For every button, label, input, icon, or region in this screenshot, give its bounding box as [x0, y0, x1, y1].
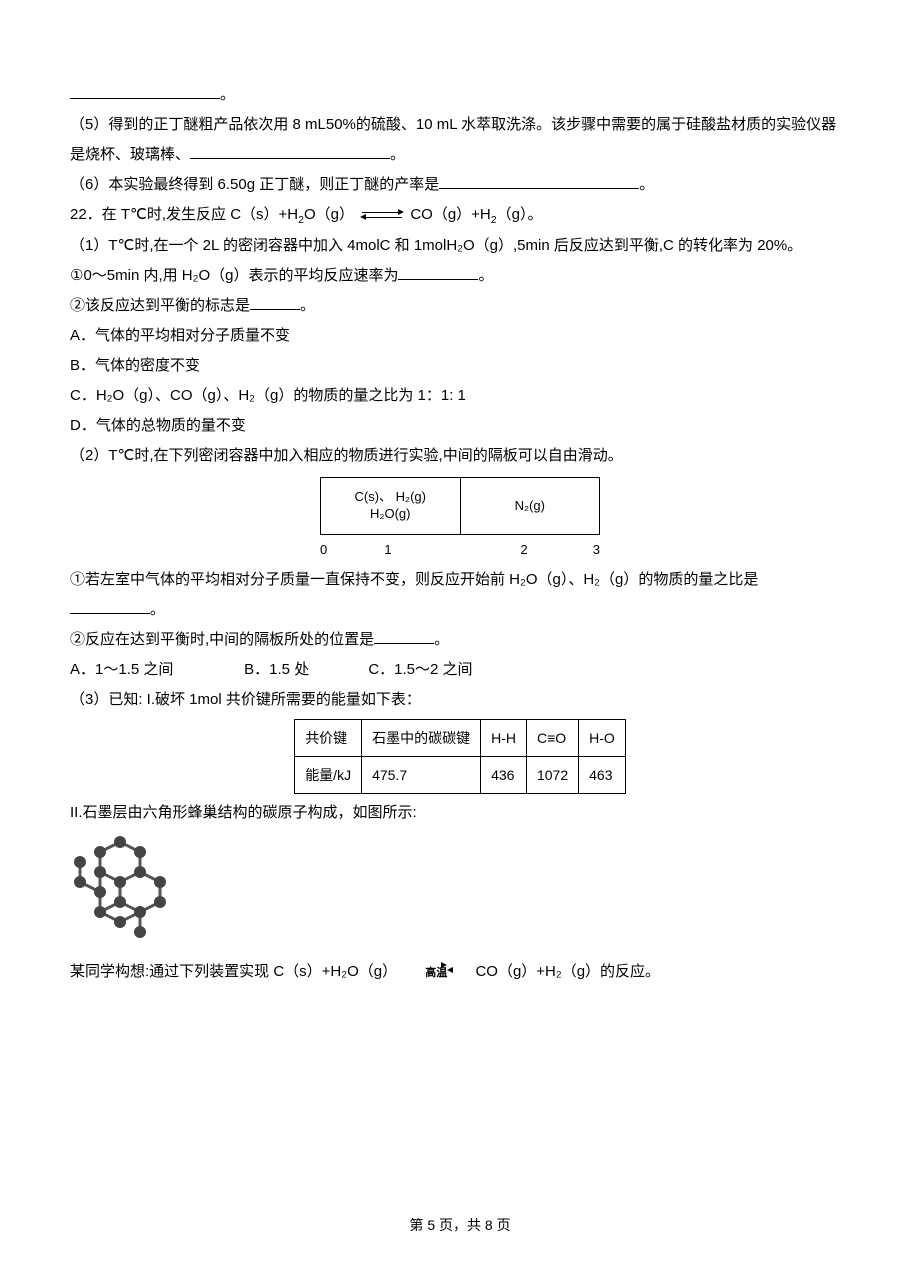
p22-q2-1b: 。	[70, 595, 850, 625]
p22-q1: （1）T℃时,在一个 2L 的密闭容器中加入 4molC 和 1molH₂O（g…	[70, 231, 850, 261]
page-footer: 第 5 页，共 8 页	[0, 1211, 920, 1239]
option-c: C．H₂O（g）、CO（g）、H₂（g）的物质的量之比为 1：1: 1	[70, 381, 850, 411]
container-diagram: C(s)、 H₂(g) H₂O(g) N₂(g) 0 1 2 3	[320, 477, 600, 563]
p22-q3: （3）已知: I.破坏 1mol 共价键所需要的能量如下表：	[70, 685, 850, 715]
high-temp-arrow: 高温	[401, 957, 471, 987]
graphite-lattice-icon	[70, 832, 190, 942]
line-blank: 。	[70, 80, 850, 110]
p22-lead: 22．在 T℃时,发生反应 C（s）+H2O（g） CO（g）+H2（g）。	[70, 200, 850, 231]
p22-q1-1: ①0～5min 内,用 H₂O（g）表示的平均反应速率为。	[70, 261, 850, 291]
exam-page: 。 （5）得到的正丁醚粗产品依次用 8 mL50%的硫酸、10 mL 水萃取洗涤…	[0, 0, 920, 1273]
p22-q2-options: A．1～1.5 之间 B．1.5 处 C．1.5～2 之间	[70, 655, 850, 685]
box-right: N₂(g)	[461, 478, 600, 534]
bond-energy-table: 共价键 石墨中的碳碳键 H-H C≡O H-O 能量/kJ 475.7 436 …	[294, 719, 626, 794]
q5: （5）得到的正丁醚粗产品依次用 8 mL50%的硫酸、10 mL 水萃取洗涤。该…	[70, 110, 850, 170]
equilibrium-arrow	[362, 210, 402, 220]
option-b: B．气体的密度不变	[70, 351, 850, 381]
p22-q1-2: ②该反应达到平衡的标志是。	[70, 291, 850, 321]
option-d: D．气体的总物质的量不变	[70, 411, 850, 441]
option-a: A．气体的平均相对分子质量不变	[70, 321, 850, 351]
p22-tail: 某同学构想:通过下列装置实现 C（s）+H₂O（g） 高温 CO（g）+H₂（g…	[70, 957, 850, 987]
box-left: C(s)、 H₂(g) H₂O(g)	[321, 478, 461, 534]
q6: （6）本实验最终得到 6.50g 正丁醚，则正丁醚的产率是。	[70, 170, 850, 200]
table-row: 能量/kJ 475.7 436 1072 463	[295, 757, 626, 794]
p22-q2-lead: （2）T℃时,在下列密闭容器中加入相应的物质进行实验,中间的隔板可以自由滑动。	[70, 441, 850, 471]
p22-ii: II.石墨层由六角形蜂巢结构的碳原子构成，如图所示:	[70, 798, 850, 828]
p22-q2-2: ②反应在达到平衡时,中间的隔板所处的位置是。	[70, 625, 850, 655]
table-row: 共价键 石墨中的碳碳键 H-H C≡O H-O	[295, 720, 626, 757]
p22-q2-1: ①若左室中气体的平均相对分子质量一直保持不变，则反应开始前 H₂O（g）、H₂（…	[70, 565, 850, 595]
